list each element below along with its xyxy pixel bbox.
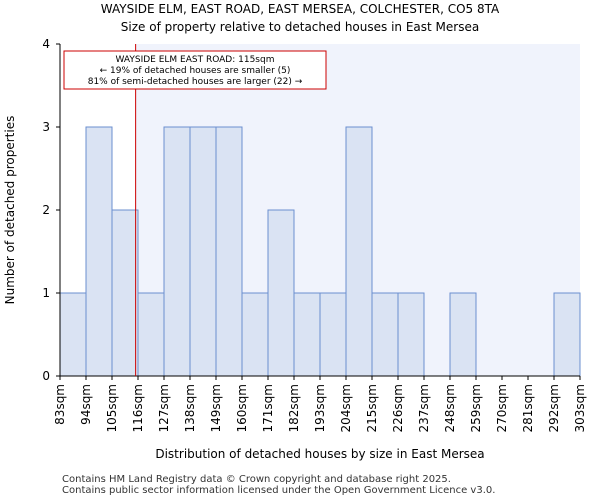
x-tick-label: 303sqm: [573, 384, 587, 432]
x-tick-label: 204sqm: [339, 384, 353, 432]
annotation-line-1: WAYSIDE ELM EAST ROAD: 115sqm: [116, 55, 275, 65]
x-tick-label: 248sqm: [443, 384, 457, 432]
x-tick-label: 281sqm: [521, 384, 535, 432]
bar-292sqm: [553, 292, 581, 377]
y-tick-label: 2: [42, 203, 50, 217]
x-tick-label: 127sqm: [157, 384, 171, 432]
y-tick-label: 3: [42, 120, 50, 134]
bar-226sqm: [397, 292, 425, 377]
x-tick-label: 215sqm: [365, 384, 379, 432]
bar-204sqm: [345, 126, 373, 377]
x-tick-label: 149sqm: [209, 384, 223, 432]
x-tick-label: 94sqm: [79, 384, 93, 425]
annotation-box: [63, 50, 327, 90]
x-tick-label: 237sqm: [417, 384, 431, 432]
y-tick-label: 1: [42, 286, 50, 300]
bar-83sqm: [59, 292, 87, 377]
x-axis-title: Distribution of detached houses by size …: [155, 447, 484, 461]
x-tick-label: 226sqm: [391, 384, 405, 432]
chart-subtitle: Size of property relative to detached ho…: [120, 20, 480, 34]
y-tick-label: 4: [42, 37, 50, 51]
x-tick-label: 83sqm: [53, 384, 67, 425]
x-tick-label: 270sqm: [495, 384, 509, 432]
x-tick-label: 292sqm: [547, 384, 561, 432]
bar-171sqm: [267, 209, 295, 377]
y-tick-label: 0: [42, 369, 50, 383]
footer-copyright: Contains HM Land Registry data © Crown c…: [62, 474, 451, 485]
x-tick-label: 193sqm: [313, 384, 327, 432]
x-tick-label: 259sqm: [469, 384, 483, 432]
x-tick-label: 116sqm: [131, 384, 145, 432]
bar-182sqm: [293, 292, 321, 377]
x-tick-label: 182sqm: [287, 384, 301, 432]
y-axis-title: Number of detached properties: [3, 116, 17, 305]
x-tick-label: 138sqm: [183, 384, 197, 432]
bar-138sqm: [189, 126, 217, 377]
chart-title: WAYSIDE ELM, EAST ROAD, EAST MERSEA, COL…: [100, 2, 500, 16]
bar-215sqm: [371, 292, 399, 377]
bar-105sqm: [111, 209, 139, 377]
annotation-line-3: 81% of semi-detached houses are larger (…: [88, 77, 303, 87]
bar-149sqm: [215, 126, 243, 377]
bar-94sqm: [85, 126, 113, 377]
bar-160sqm: [241, 292, 269, 377]
x-tick-label: 160sqm: [235, 384, 249, 432]
footer-licence: Contains public sector information licen…: [62, 485, 496, 496]
bar-127sqm: [163, 126, 191, 377]
bar-116sqm: [137, 292, 165, 377]
annotation-line-2: ← 19% of detached houses are smaller (5): [100, 66, 291, 76]
x-tick-label: 171sqm: [261, 384, 275, 432]
bar-248sqm: [449, 292, 477, 377]
bar-193sqm: [319, 292, 347, 377]
x-tick-label: 105sqm: [105, 384, 119, 432]
